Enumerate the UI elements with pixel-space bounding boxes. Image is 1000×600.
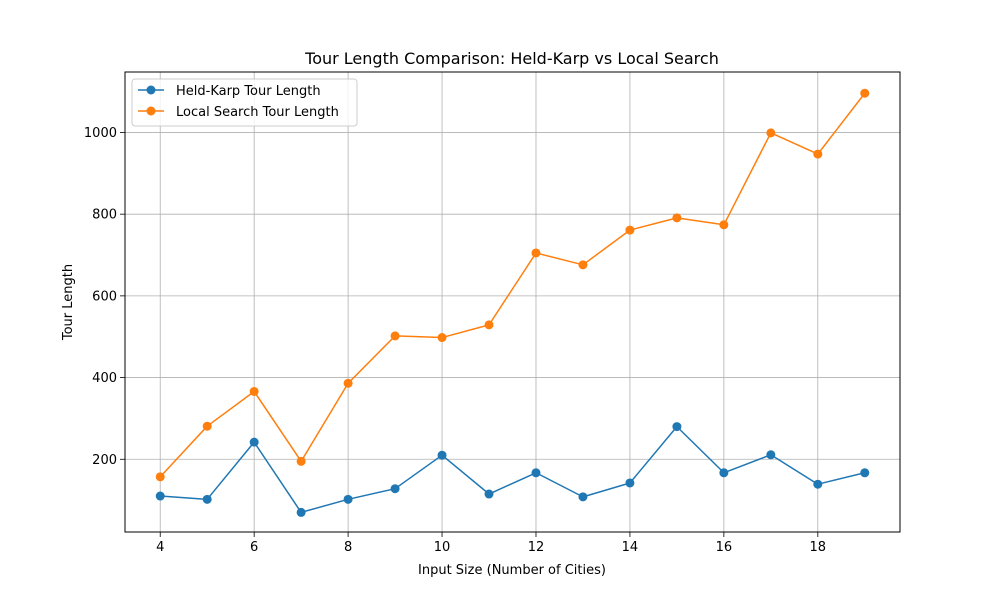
data-point-held-karp	[578, 492, 588, 502]
data-point-local-search	[343, 378, 353, 388]
y-tick-label: 600	[92, 289, 117, 304]
data-point-local-search	[155, 472, 165, 482]
x-tick-label: 4	[156, 540, 164, 555]
y-tick-label: 200	[92, 453, 117, 468]
legend-label-local-search: Local Search Tour Length	[176, 105, 339, 120]
data-point-local-search	[813, 149, 823, 159]
data-point-held-karp	[672, 422, 682, 432]
data-point-held-karp	[766, 450, 776, 460]
series-line-held-karp	[160, 425, 865, 514]
legend: Held-Karp Tour Length Local Search Tour …	[131, 78, 358, 127]
plot-area-frame	[124, 71, 901, 533]
x-tick-label: 18	[810, 540, 827, 555]
x-tick-label: 12	[528, 540, 545, 555]
chart-title: Tour Length Comparison: Held-Karp vs Loc…	[304, 49, 719, 68]
data-point-local-search	[249, 386, 259, 396]
x-tick-label: 14	[622, 540, 639, 555]
x-axis-label: Input Size (Number of Cities)	[418, 563, 606, 578]
y-tick-label: 1000	[84, 126, 117, 141]
data-point-held-karp	[625, 478, 635, 488]
grid	[125, 72, 900, 532]
legend-marker-held-karp	[146, 85, 156, 95]
data-point-local-search	[531, 248, 541, 258]
data-point-local-search	[719, 220, 729, 230]
legend-box	[131, 78, 358, 127]
x-tick-label: 6	[250, 540, 258, 555]
x-tick-label: 16	[716, 540, 733, 555]
data-point-held-karp	[860, 468, 870, 478]
y-tick-label: 800	[92, 208, 117, 223]
data-point-held-karp	[813, 479, 823, 489]
data-point-held-karp	[437, 450, 447, 460]
data-point-local-search	[484, 320, 494, 330]
data-point-local-search	[672, 213, 682, 223]
axis-ticks: 4 6 8 10 12 14 16 18 200 400 600 800 1000	[84, 126, 826, 555]
legend-label-held-karp: Held-Karp Tour Length	[176, 84, 321, 99]
data-point-held-karp	[343, 494, 353, 504]
data-point-local-search	[296, 456, 306, 466]
data-point-local-search	[202, 421, 212, 431]
x-tick-label: 8	[344, 540, 352, 555]
x-tick-label: 10	[434, 540, 451, 555]
data-point-held-karp	[484, 489, 494, 499]
y-tick-label: 400	[92, 371, 117, 386]
data-point-held-karp	[155, 491, 165, 501]
series-line-local-search	[159, 92, 866, 478]
data-point-local-search	[437, 333, 447, 343]
data-point-held-karp	[719, 468, 729, 478]
data-point-local-search	[578, 260, 588, 270]
data-point-held-karp	[296, 507, 306, 517]
data-point-local-search	[860, 88, 870, 98]
data-point-held-karp	[531, 468, 541, 478]
data-point-local-search	[766, 128, 776, 138]
data-point-local-search	[390, 331, 400, 341]
data-point-held-karp	[390, 484, 400, 494]
data-point-local-search	[625, 225, 635, 235]
series-group	[155, 88, 870, 517]
legend-marker-local-search	[146, 106, 156, 116]
y-axis-label: Tour Length	[61, 264, 76, 341]
data-point-held-karp	[202, 494, 212, 504]
data-point-held-karp	[249, 437, 259, 447]
